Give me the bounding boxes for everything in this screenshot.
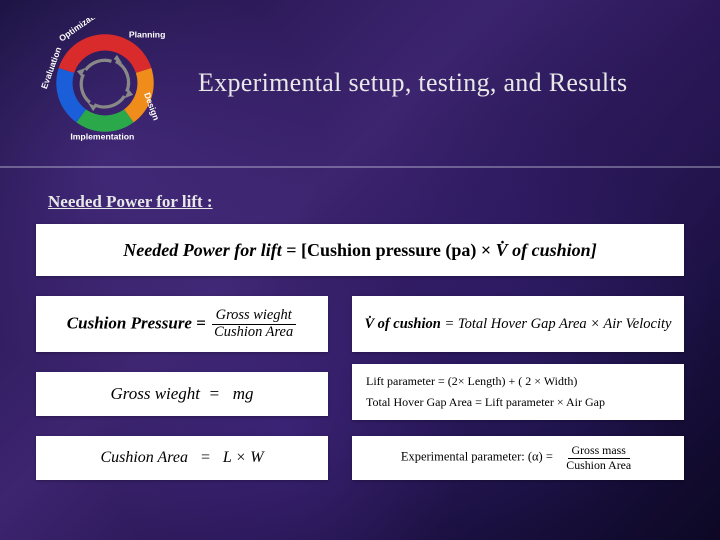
eq-lift-l2-rhs: Lift parameter × Air Gap xyxy=(485,395,605,409)
process-ring-icon: Planning Design Implementation Evaluatio… xyxy=(40,18,170,148)
slide-title: Experimental setup, testing, and Results xyxy=(198,68,627,98)
equation-alpha-parameter: Experimental parameter: (α) = Gross mass… xyxy=(352,436,684,480)
ring-label-planning: Planning xyxy=(129,30,166,40)
eq-cp-num: Gross wieght xyxy=(212,308,296,325)
eq-main-vdot: V̇ xyxy=(496,240,508,260)
equations-area: Needed Power for lift = [Cushion pressur… xyxy=(0,220,720,540)
eq-lift-l2-lhs: Total Hover Gap Area xyxy=(366,395,472,409)
eq-main-rhs-pre: [Cushion pressure (pa) × xyxy=(301,240,491,260)
eq-cp-den: Cushion Area xyxy=(210,325,297,341)
eq-cp-lhs: Cushion Pressure xyxy=(67,313,192,332)
slide-header: Planning Design Implementation Evaluatio… xyxy=(0,0,720,168)
eq-ca-rhs: L × W xyxy=(223,449,264,466)
equation-gross-weight: Gross wieght = mg xyxy=(36,372,328,416)
eq-lift-l1-lhs: Lift parameter xyxy=(366,374,435,388)
eq-gw-lhs: Gross wieght xyxy=(110,384,200,403)
eq-main-lhs: Needed Power for lift xyxy=(123,240,281,260)
eq-alpha-den: Cushion Area xyxy=(562,459,635,472)
eq-lift-l1-rhs: (2× Length) + ( 2 × Width) xyxy=(448,374,578,388)
equation-vdot-cushion: V̇ of cushion = Total Hover Gap Area × A… xyxy=(352,296,684,352)
equation-lift-parameter: Lift parameter = (2× Length) + ( 2 × Wid… xyxy=(352,364,684,420)
equation-cushion-area: Cushion Area = L × W xyxy=(36,436,328,480)
eq-vdot-rhs: Total Hover Gap Area × Air Velocity xyxy=(458,316,672,332)
eq-alpha-num: Gross mass xyxy=(568,444,630,458)
eq-alpha-pre: Experimental parameter: (α) = xyxy=(401,450,553,464)
equation-cushion-pressure: Cushion Pressure = Gross wieght Cushion … xyxy=(36,296,328,352)
ring-label-impl: Implementation xyxy=(70,131,134,141)
eq-ca-lhs: Cushion Area xyxy=(100,449,188,466)
eq-vdot-lhs: V̇ of cushion xyxy=(365,316,441,332)
eq-gw-rhs: mg xyxy=(233,384,254,403)
section-subtitle: Needed Power for lift : xyxy=(48,192,213,212)
eq-main-tail: of cushion] xyxy=(512,240,597,260)
equation-main: Needed Power for lift = [Cushion pressur… xyxy=(36,224,684,276)
